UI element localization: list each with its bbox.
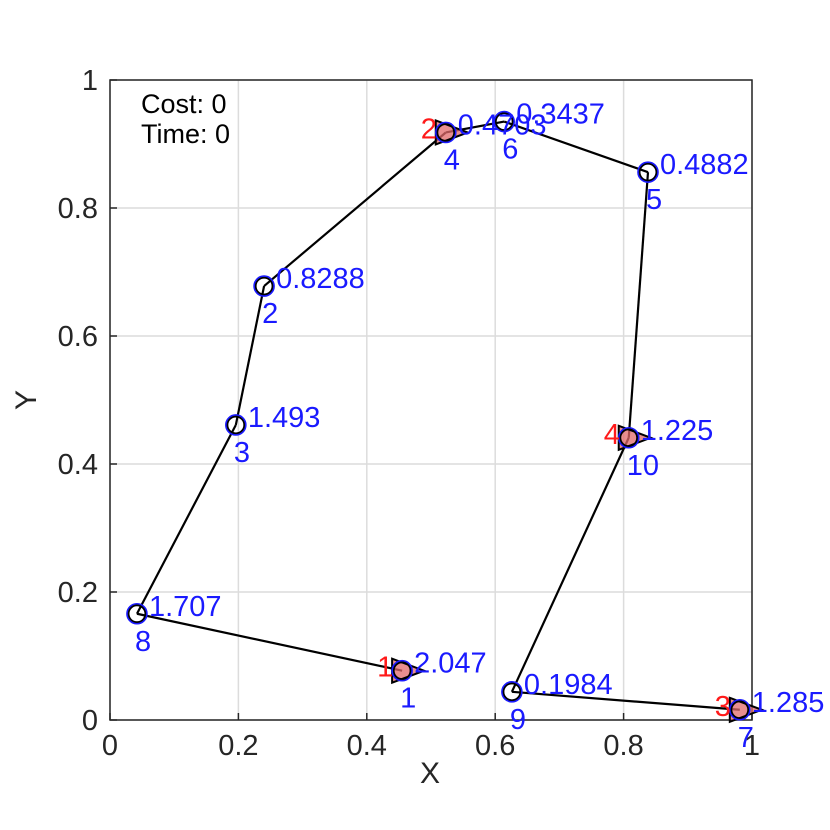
node-marker-outline bbox=[434, 121, 457, 144]
depot-label: 2 bbox=[421, 113, 437, 145]
route-segment bbox=[627, 172, 650, 438]
plot-frame bbox=[109, 79, 753, 721]
node-value-label: 1.493 bbox=[248, 402, 321, 434]
node-marker bbox=[127, 604, 147, 624]
x-tick-label: 0.2 bbox=[218, 730, 258, 762]
node-marker bbox=[619, 428, 639, 448]
y-tick-label: 0 bbox=[82, 705, 98, 737]
node-value-label: 0.4703 bbox=[458, 109, 547, 141]
route-segment bbox=[511, 690, 740, 711]
node-value-label: 0.4882 bbox=[660, 149, 749, 181]
x-tick-label: 0.8 bbox=[603, 730, 643, 762]
node-value-label: 1.225 bbox=[641, 415, 714, 447]
node-value-label: 0.1984 bbox=[524, 669, 613, 701]
node-marker-outline bbox=[225, 414, 247, 436]
route-segment bbox=[510, 437, 630, 693]
node-marker bbox=[392, 661, 412, 681]
node-marker-outline bbox=[493, 110, 515, 133]
node-marker-outline bbox=[729, 698, 751, 721]
node-value-label: 2.047 bbox=[414, 648, 487, 680]
node-marker-outline bbox=[126, 602, 148, 625]
node-id-label: 3 bbox=[234, 437, 250, 469]
node-id-label: 7 bbox=[738, 722, 754, 754]
route-segment bbox=[135, 424, 237, 615]
node-id-label: 4 bbox=[444, 144, 460, 176]
node-id-label: 9 bbox=[510, 704, 526, 736]
route-segment bbox=[263, 131, 447, 287]
node-marker bbox=[730, 700, 750, 720]
node-id-label: 8 bbox=[135, 626, 151, 658]
x-tick-label: 0 bbox=[102, 730, 118, 762]
node-marker-outline bbox=[391, 659, 413, 682]
y-tick-label: 0.6 bbox=[58, 321, 98, 353]
y-tick-label: 0.4 bbox=[58, 449, 98, 481]
y-tick-label: 1 bbox=[82, 65, 98, 97]
node-marker bbox=[436, 122, 456, 142]
route-segment bbox=[136, 612, 403, 672]
node-id-label: 6 bbox=[502, 134, 518, 166]
node-marker-outline bbox=[617, 426, 640, 449]
depot-label: 1 bbox=[377, 652, 393, 684]
node-id-label: 2 bbox=[262, 298, 278, 330]
depot-label: 4 bbox=[604, 419, 620, 451]
node-id-label: 5 bbox=[646, 184, 662, 216]
node-marker bbox=[254, 276, 274, 296]
depot-label: 3 bbox=[715, 691, 731, 723]
node-marker bbox=[638, 162, 658, 182]
x-tick-label: 0.4 bbox=[347, 730, 387, 762]
x-tick-label: 1 bbox=[744, 730, 760, 762]
node-value-label: 0.8288 bbox=[276, 263, 365, 295]
node-id-label: 10 bbox=[627, 450, 659, 482]
x-axis-label: X bbox=[420, 757, 440, 790]
y-tick-label: 0.8 bbox=[58, 193, 98, 225]
route-lines bbox=[135, 120, 740, 711]
route-segment bbox=[503, 120, 649, 174]
node-id-label: 1 bbox=[400, 683, 416, 715]
node-marker bbox=[226, 415, 246, 435]
node-value-label: 1.285 bbox=[752, 687, 825, 719]
x-tick-label: 0.6 bbox=[475, 730, 515, 762]
node-marker-outline bbox=[253, 275, 275, 297]
node-value-label: 0.3437 bbox=[516, 99, 605, 131]
node-value-label: 1.707 bbox=[149, 591, 222, 623]
node-marker bbox=[494, 112, 514, 132]
time-annotation: Time: 0 bbox=[141, 119, 230, 149]
node-marker-outline bbox=[501, 681, 523, 703]
y-axis-label: Y bbox=[10, 390, 43, 410]
node-marker-outline bbox=[637, 161, 659, 183]
y-tick-label: 0.2 bbox=[58, 577, 98, 609]
route-segment bbox=[234, 285, 266, 426]
axis-ticks: 000.20.20.40.40.60.60.80.811 bbox=[58, 65, 760, 762]
cost-annotation: Cost: 0 bbox=[141, 89, 227, 119]
markers bbox=[126, 110, 765, 724]
node-marker bbox=[502, 682, 522, 702]
